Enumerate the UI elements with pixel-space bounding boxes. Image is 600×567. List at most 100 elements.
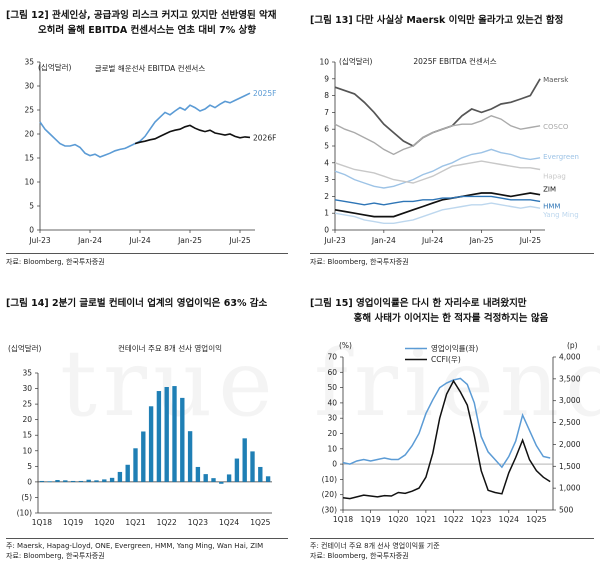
y-tick-label: 7 (324, 108, 329, 117)
left-unit-label: (%) (339, 341, 352, 350)
bar-1Q20 (102, 479, 107, 482)
y-tick-label: 15 (24, 154, 34, 163)
y-tick-label: 10 (319, 58, 329, 67)
series-line-2025f (134, 92, 251, 145)
bar-3Q20 (117, 471, 123, 482)
left-y-tick-label: (30) (322, 506, 337, 515)
series-label-maersk: Maersk (543, 76, 569, 84)
y-tick-label: 20 (24, 130, 34, 139)
bar-1Q23 (195, 466, 201, 482)
bar-1Q24 (226, 474, 232, 482)
right-y-tick-label: 2,500 (559, 418, 581, 427)
bar-1Q25 (258, 466, 263, 482)
series-line-operating-margin (342, 377, 551, 469)
x-tick-label: 1Q18 (333, 515, 353, 524)
x-tick-label: 1Q24 (499, 515, 519, 524)
panel-3-title: [그림 14] 2분기 글로벌 컨테이너 업계의 영업이익은 63% 감소 (6, 298, 268, 309)
bar-3Q19 (86, 479, 91, 482)
y-unit-label: (십억달러) (8, 344, 42, 353)
bar-4Q23 (219, 481, 224, 484)
panel-1-source: 자료: Bloomberg, 한국투자증권 (6, 258, 105, 266)
chart-title: 글로벌 해운선사 EBITDA 컨센서스 (95, 63, 206, 73)
y-tick-label: 20 (22, 415, 32, 424)
chart-title: 2025F EBITDA 컨센서스 (413, 56, 496, 66)
x-tick-label: 1Q22 (443, 515, 463, 524)
panel-3-rule (6, 538, 288, 539)
y-tick-label: 1 (324, 209, 329, 218)
x-tick-label: Jul-25 (519, 236, 542, 245)
series-label-evergreen: Evergreen (543, 153, 579, 161)
series-line-ccfi (342, 379, 551, 500)
series-label-yang-ming: Yang Ming (542, 211, 579, 219)
panel-3-source: 자료: Bloomberg, 한국투자증권 (6, 552, 105, 560)
x-tick-label: Jan-25 (469, 236, 494, 245)
x-tick-label: 1Q21 (416, 515, 436, 524)
y-tick-label: (5) (21, 493, 32, 502)
bar-3Q21 (148, 406, 154, 482)
series-label-2026f: 2026F (253, 133, 276, 142)
bar-2Q18 (47, 481, 52, 483)
x-tick-label: Jan-24 (77, 236, 102, 245)
x-tick-label: Jan-24 (371, 236, 396, 245)
y-tick-label: 2 (324, 192, 329, 201)
bar-2Q20 (109, 477, 115, 482)
y-tick-label: 35 (24, 58, 34, 67)
y-tick-label: 0 (324, 226, 329, 235)
bar-4Q24 (250, 451, 255, 482)
right-y-tick-label: 3,500 (559, 374, 581, 383)
panel-3-footnote: 주: Maersk, Hapag-Lloyd, ONE, Evergreen, … (6, 542, 264, 550)
bar-2Q25 (265, 476, 271, 482)
y-tick-label: 35 (22, 369, 32, 378)
x-tick-label: 1Q25 (250, 518, 270, 527)
x-tick-label: 1Q20 (94, 518, 114, 527)
bar-3Q18 (55, 480, 60, 482)
panel-1-rule (6, 253, 288, 254)
x-tick-label: Jan-25 (177, 236, 202, 245)
y-tick-label: 25 (24, 106, 34, 115)
chart-ebitda-consensus: 0 5 10 15 20 25 30 35 Jul-23 Jan-24 Jul-24 Jan-25 Ju… (24, 58, 276, 246)
y-tick-label: 4 (324, 158, 329, 167)
chart-2025f-ebitda-by-carrier: 0 1 2 3 4 5 6 7 8 9 10 Jul-23 Jan-24 Jul-24 Jan-25 Jul-… (319, 56, 579, 245)
y-tick-label: 0 (29, 226, 34, 235)
left-y-tick-label: 60 (327, 368, 337, 377)
series-line-yang-ming (334, 202, 541, 224)
y-tick-label: 30 (24, 82, 34, 91)
y-unit-label: (십억달러) (339, 57, 373, 66)
y-tick-label: 0 (27, 477, 32, 486)
bar-1Q18 (39, 480, 45, 482)
bar-4Q18 (63, 480, 68, 482)
panel-1-title-line-2: 오히려 올해 EBITDA 컨센서스는 연초 대비 7% 상향 (37, 25, 257, 36)
panel-1-title-line-1: [그림 12] 관세인상, 공급과잉 리스크 커지고 있지만 선반영된 악재 (6, 10, 277, 21)
right-unit-label: (p) (567, 341, 578, 350)
y-tick-label: 10 (24, 178, 34, 187)
x-tick-label: 1Q19 (361, 515, 381, 524)
panel-2-title: [그림 13] 다만 사실상 Maersk 이익만 올라가고 있는건 함정 (310, 15, 564, 26)
bar-2Q22 (172, 386, 177, 482)
chart-operating-profit-bars: (10) (5) 0 5 10 15 20 25 30 35 1Q18 1Q19 1Q20 1Q21 1Q2… (8, 343, 272, 527)
right-y-tick-label: 3,000 (559, 396, 581, 405)
bar-1Q19 (70, 480, 76, 482)
y-tick-label: 5 (324, 142, 329, 151)
y-tick-label: (10) (17, 509, 32, 518)
x-tick-label: Jul-24 (421, 236, 444, 245)
bar-4Q19 (94, 480, 99, 482)
left-y-tick-label: 10 (327, 444, 337, 453)
bar-4Q21 (156, 391, 162, 482)
panel-4-title-line-1: [그림 15] 영업이익률은 다시 한 자리수로 내려왔지만 (310, 298, 527, 309)
panel-2-rule (310, 253, 594, 254)
left-y-tick-label: (20) (322, 490, 337, 499)
bar-4Q20 (125, 464, 130, 482)
chart-title: 컨테이너 주요 8개 선사 영업이익 (118, 343, 222, 353)
y-tick-label: 3 (324, 175, 329, 184)
x-tick-label: 1Q23 (471, 515, 491, 524)
right-y-tick-label: 1,500 (559, 462, 581, 471)
bar-2Q21 (141, 431, 146, 482)
x-tick-label: 1Q18 (32, 518, 52, 527)
y-unit-label: (십억달러) (38, 63, 72, 72)
panel-2-source: 자료: Bloomberg, 한국투자증권 (310, 258, 409, 266)
bar-1Q21 (133, 448, 138, 482)
y-tick-label: 9 (324, 74, 329, 83)
series-label-hmm: HMM (543, 202, 560, 210)
series-line-zim (334, 192, 541, 218)
y-tick-label: 5 (29, 202, 34, 211)
